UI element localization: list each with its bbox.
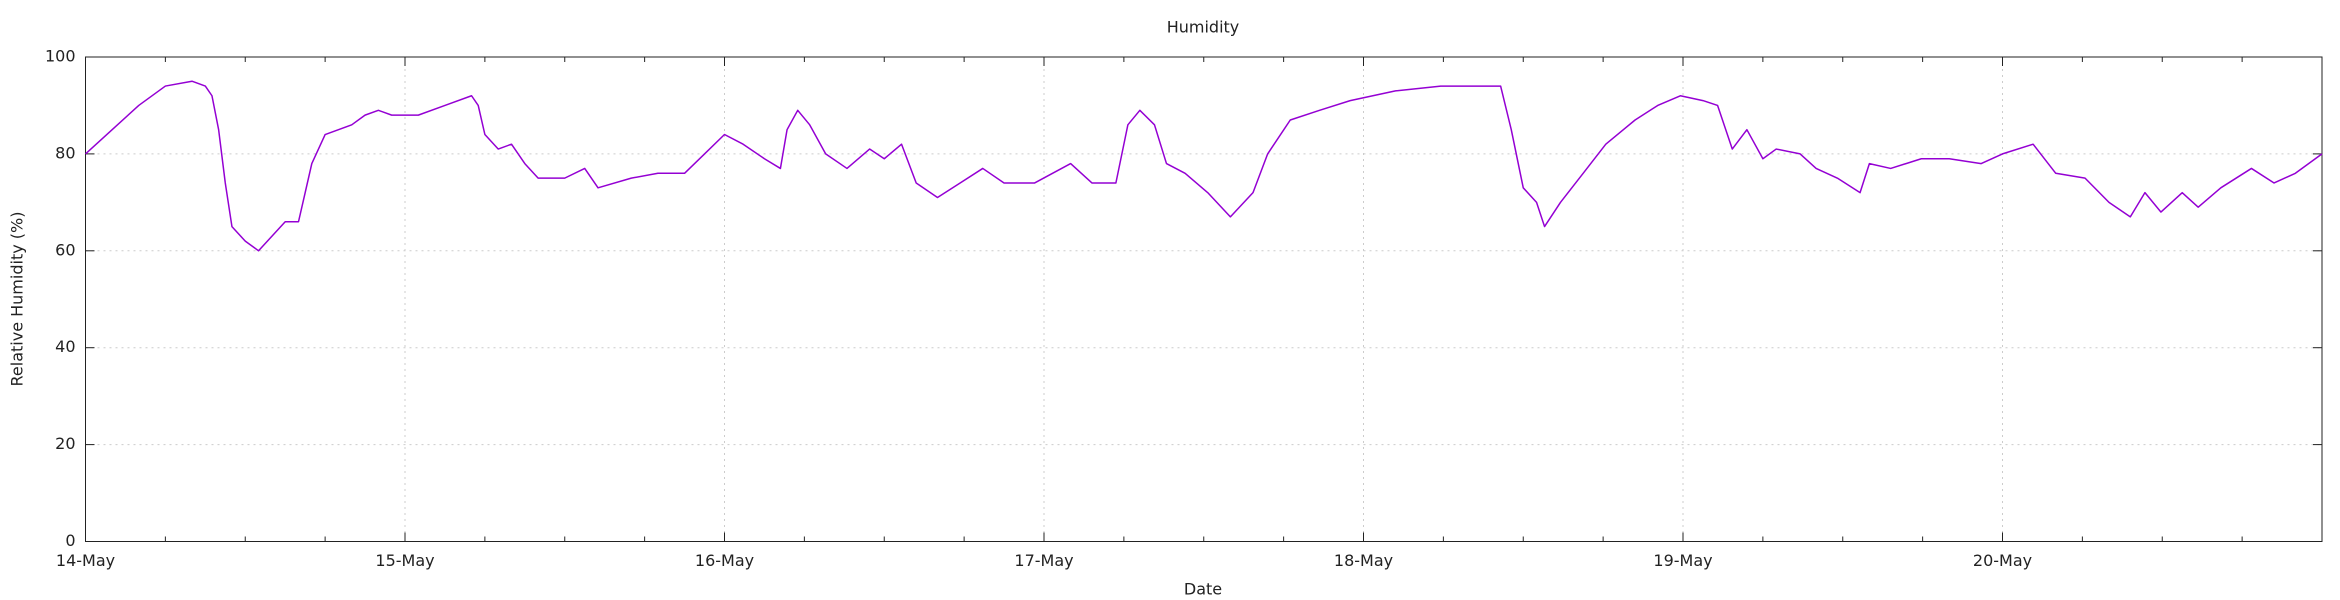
x-tick-label: 19-May — [1653, 551, 1712, 570]
x-tick-label: 16-May — [695, 551, 754, 570]
y-tick-label: 40 — [55, 337, 75, 356]
y-tick-label: 100 — [45, 47, 76, 66]
y-tick-label: 0 — [65, 531, 75, 550]
humidity-line — [84, 80, 2323, 252]
x-tick-label: 20-May — [1973, 551, 2032, 570]
y-tick-label: 80 — [55, 143, 75, 162]
x-tick-label: 18-May — [1334, 551, 1393, 570]
x-tick-label: 14-May — [56, 551, 115, 570]
x-axis-label: Date — [1184, 580, 1222, 599]
x-tick-label: 15-May — [375, 551, 434, 570]
x-tick-label: 17-May — [1014, 551, 1073, 570]
chart-title: Humidity — [1167, 18, 1240, 37]
plot-frame — [85, 56, 2323, 542]
y-tick-label: 60 — [55, 240, 75, 259]
y-axis-label: Relative Humidity (%) — [8, 212, 27, 387]
y-tick-label: 20 — [55, 434, 75, 453]
